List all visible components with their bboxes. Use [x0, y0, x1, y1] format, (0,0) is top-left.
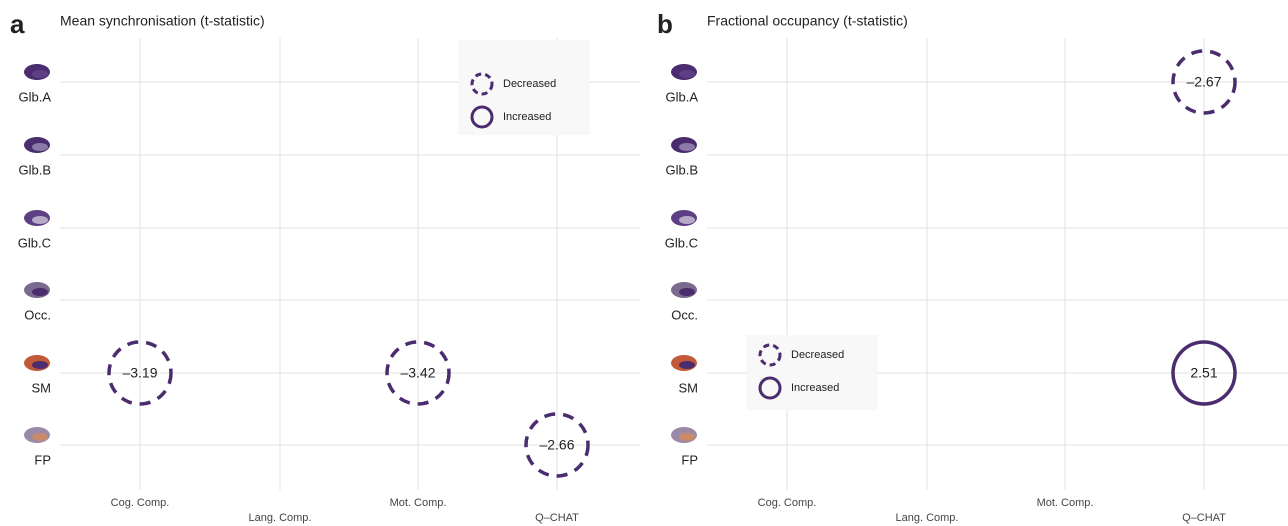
panel-label: a [10, 9, 25, 39]
x-tick-label: Mot. Comp. [1037, 497, 1094, 509]
value-label: –2.66 [539, 437, 574, 453]
brain-icon [32, 216, 48, 224]
y-tick-label: Occ. [671, 307, 698, 322]
brain-icon [679, 288, 695, 296]
brain-icon [32, 361, 48, 369]
x-tick-label: Lang. Comp. [896, 512, 959, 524]
y-tick-label: Glb.C [665, 235, 698, 250]
figure: a Mean synchronisation (t-statistic) Cog. … [0, 0, 1288, 526]
brain-icon [32, 143, 48, 151]
brain-icon [679, 361, 695, 369]
legend-label: Increased [503, 111, 551, 123]
legend-label: Decreased [503, 78, 556, 90]
y-tick-label: Glb.A [18, 89, 51, 104]
chart-title: Fractional occupancy (t-statistic) [707, 13, 908, 29]
panel-label: b [657, 9, 673, 39]
brain-icon [679, 433, 695, 441]
brain-icon [679, 143, 695, 151]
y-tick-label: Occ. [24, 307, 51, 322]
legend-label: Increased [791, 382, 839, 394]
y-tick-label: FP [34, 452, 51, 467]
value-label: –3.42 [400, 365, 435, 381]
chart-title: Mean synchronisation (t-statistic) [60, 13, 265, 29]
brain-icon [32, 70, 48, 78]
value-label: 2.51 [1190, 365, 1217, 381]
y-tick-label: Glb.C [18, 235, 51, 250]
brain-icon [679, 70, 695, 78]
y-tick-label: FP [681, 452, 698, 467]
x-tick-label: Cog. Comp. [111, 497, 170, 509]
brain-icon [679, 216, 695, 224]
y-tick-label: SM [679, 380, 699, 395]
value-label: –3.19 [122, 365, 157, 381]
brain-icon [32, 288, 48, 296]
y-tick-label: Glb.B [665, 162, 698, 177]
x-tick-label: Mot. Comp. [390, 497, 447, 509]
y-tick-label: Glb.A [665, 89, 698, 104]
x-tick-label: Q–CHAT [535, 512, 579, 524]
y-tick-label: Glb.B [18, 162, 51, 177]
x-tick-label: Cog. Comp. [758, 497, 817, 509]
x-tick-label: Q–CHAT [1182, 512, 1226, 524]
brain-icon [32, 433, 48, 441]
legend-label: Decreased [791, 349, 844, 361]
x-tick-label: Lang. Comp. [249, 512, 312, 524]
value-label: –2.67 [1186, 74, 1221, 90]
y-tick-label: SM [32, 380, 52, 395]
